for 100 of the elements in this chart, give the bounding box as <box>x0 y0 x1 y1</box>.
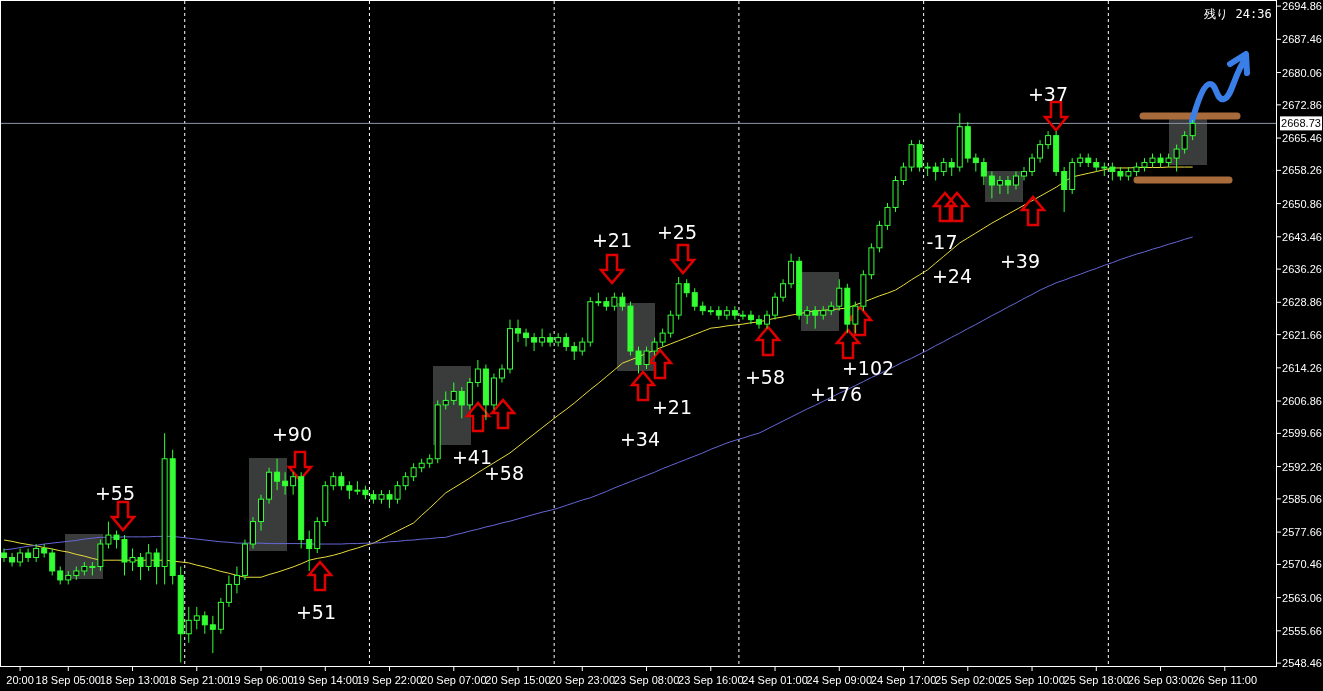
candlestick <box>836 278 843 312</box>
candlestick <box>755 314 762 330</box>
x-tick-label: 25 Sep 10:00 <box>999 674 1065 686</box>
y-tick-label: 2599.66 <box>1282 427 1322 440</box>
candlestick <box>1004 175 1011 195</box>
y-tick-label: 2628.86 <box>1282 296 1322 309</box>
y-tick-label: 2680.06 <box>1282 66 1322 79</box>
candlestick <box>523 328 530 348</box>
x-tick-label: 24 Sep 09:00 <box>806 674 873 686</box>
candlestick <box>225 574 232 608</box>
candlestick <box>515 319 522 343</box>
candlestick <box>1061 166 1068 213</box>
x-tick-label: 18 Sep 05:00 <box>35 674 101 686</box>
y-tick-label: 2672.86 <box>1282 98 1322 111</box>
candlestick <box>233 565 240 594</box>
annotation: +21 <box>651 396 693 418</box>
candlestick <box>980 157 987 186</box>
x-tick-label: 20 Sep 07:00 <box>421 674 487 686</box>
y-tick-label: 2694.86 <box>1282 0 1322 13</box>
x-tick-label: 19 Sep 14:00 <box>292 674 358 686</box>
x-tick-label: 24 Sep 01:00 <box>742 674 808 686</box>
x-tick-label: 20:00 <box>6 674 34 686</box>
candlestick <box>539 328 546 348</box>
candlestick <box>739 310 746 321</box>
annotation: +41 <box>451 446 493 468</box>
annotation: +102 <box>841 357 895 379</box>
candlestick <box>812 305 819 330</box>
candlestick <box>988 171 995 199</box>
candlestick <box>1 548 8 563</box>
candlestick <box>282 471 289 496</box>
candlestick <box>780 278 787 303</box>
y-tick-label: 2614.26 <box>1282 361 1322 374</box>
x-tick-label: 18 Sep 13:00 <box>99 674 166 686</box>
annotation: +58 <box>744 366 786 388</box>
y-tick-label: 2621.66 <box>1282 328 1322 341</box>
y-tick-label: 2687.46 <box>1282 33 1322 46</box>
y-tick-label: 2585.06 <box>1282 492 1322 505</box>
annotation: +21 <box>591 229 633 251</box>
candlestick <box>9 552 16 567</box>
candlestick <box>691 287 698 312</box>
annotation: +37 <box>1027 83 1069 105</box>
y-tick-label: 2563.06 <box>1282 591 1322 604</box>
candlestick <box>450 381 457 406</box>
annotation: +55 <box>94 482 136 504</box>
y-tick-label: 2636.26 <box>1282 263 1322 276</box>
x-tick-label: 24 Sep 17:00 <box>870 674 937 686</box>
candlestick <box>185 606 192 644</box>
annotation: +90 <box>271 423 313 445</box>
candlestick <box>788 253 795 289</box>
candlestick <box>1029 153 1036 177</box>
annotation: +34 <box>619 428 661 450</box>
candlestick <box>49 548 56 576</box>
y-tick-label: 2606.86 <box>1282 395 1322 408</box>
y-tick-label: 2592.26 <box>1282 460 1322 473</box>
candlestick <box>1037 139 1044 164</box>
x-tick-label: 26 Sep 03:00 <box>1127 674 1194 686</box>
candlestick <box>747 310 754 325</box>
candlestick <box>249 516 256 550</box>
annotation: -17 <box>926 231 958 253</box>
annotation: 残り 24:36 <box>1204 7 1272 21</box>
y-tick-label: 2650.86 <box>1282 197 1322 210</box>
x-tick-label: 18 Sep 21:00 <box>164 674 230 686</box>
candlestick <box>193 606 200 630</box>
annotation: +24 <box>931 265 973 287</box>
candlestick <box>1189 119 1196 141</box>
x-tick-label: 23 Sep 08:00 <box>613 674 680 686</box>
candlestick <box>474 359 481 388</box>
candlestick <box>290 471 297 496</box>
ref-line-label: 2668.73 <box>1281 117 1321 130</box>
candlestick <box>201 610 208 635</box>
x-tick-label: 25 Sep 18:00 <box>1063 674 1130 686</box>
candlestick <box>772 292 779 321</box>
y-tick-label: 2658.26 <box>1282 164 1322 177</box>
y-tick-label: 2555.66 <box>1282 624 1322 637</box>
y-tick-label: 2570.46 <box>1282 558 1322 571</box>
candlestick <box>458 386 465 419</box>
candlestick <box>996 175 1003 195</box>
x-tick-label: 26 Sep 11:00 <box>1192 674 1258 686</box>
x-tick-label: 23 Sep 16:00 <box>678 674 744 686</box>
candlestick <box>852 301 859 334</box>
annotation: +39 <box>999 250 1041 272</box>
candlestick <box>466 377 473 410</box>
candlestick <box>274 458 281 491</box>
y-tick-label: 2665.46 <box>1282 132 1322 145</box>
y-tick-label: 2548.46 <box>1282 657 1322 670</box>
candlestick <box>731 305 738 321</box>
x-tick-label: 19 Sep 22:00 <box>356 674 423 686</box>
x-tick-label: 19 Sep 06:00 <box>228 674 294 686</box>
x-tick-label: 20 Sep 15:00 <box>485 674 551 686</box>
candlestick <box>258 494 265 532</box>
annotation: +25 <box>656 221 698 243</box>
candlestick <box>25 548 32 563</box>
candlestick <box>209 615 216 654</box>
x-tick-label: 25 Sep 02:00 <box>935 674 1001 686</box>
x-tick-label: 20 Sep 23:00 <box>549 674 616 686</box>
candlestick <box>531 332 538 352</box>
candlestick <box>1021 166 1028 182</box>
y-tick-label: 2643.46 <box>1282 230 1322 243</box>
y-tick-label: 2577.66 <box>1282 526 1322 539</box>
annotation: +51 <box>295 601 337 623</box>
